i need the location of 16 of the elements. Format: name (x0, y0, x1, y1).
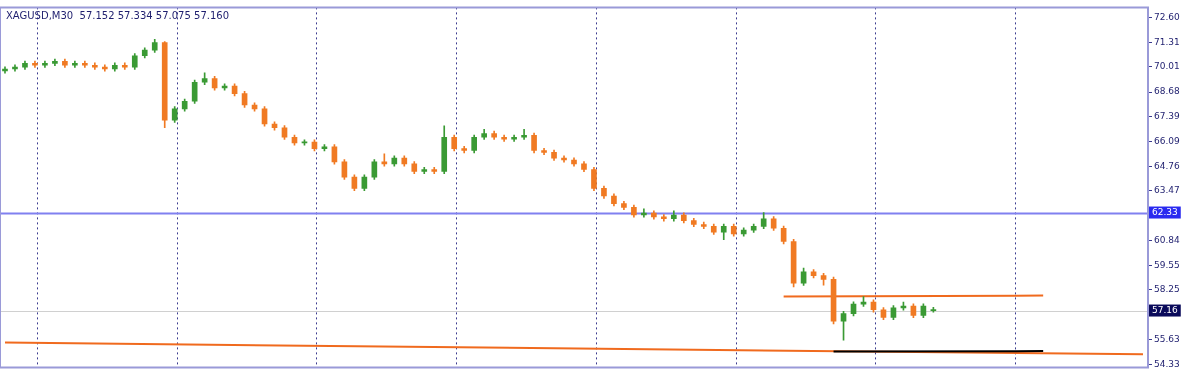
ref-line-label: 57.16 (1152, 304, 1179, 315)
y-tick-label: 58.25 (1154, 284, 1180, 295)
y-tick-label: 71.31 (1154, 36, 1180, 47)
y-tick-label: 68.68 (1154, 86, 1181, 97)
y-tick-label: 72.60 (1154, 12, 1181, 23)
y-tick-label: 59.55 (1154, 259, 1180, 270)
ref-line-label: 62.33 (1152, 206, 1178, 217)
y-tick-label: 67.39 (1154, 110, 1181, 121)
y-tick-label: 66.09 (1154, 135, 1181, 146)
chart-title: XAGUSD,M30 57.152 57.334 57.075 57.160 (6, 9, 230, 21)
y-tick-label: 54.33 (1154, 358, 1180, 369)
y-tick-label: 64.76 (1154, 160, 1181, 171)
y-tick-label: 70.01 (1154, 61, 1180, 72)
y-tick-label: 63.47 (1154, 185, 1180, 196)
y-tick-label: 60.84 (1154, 235, 1181, 246)
y-tick-label: 55.63 (1154, 333, 1180, 344)
